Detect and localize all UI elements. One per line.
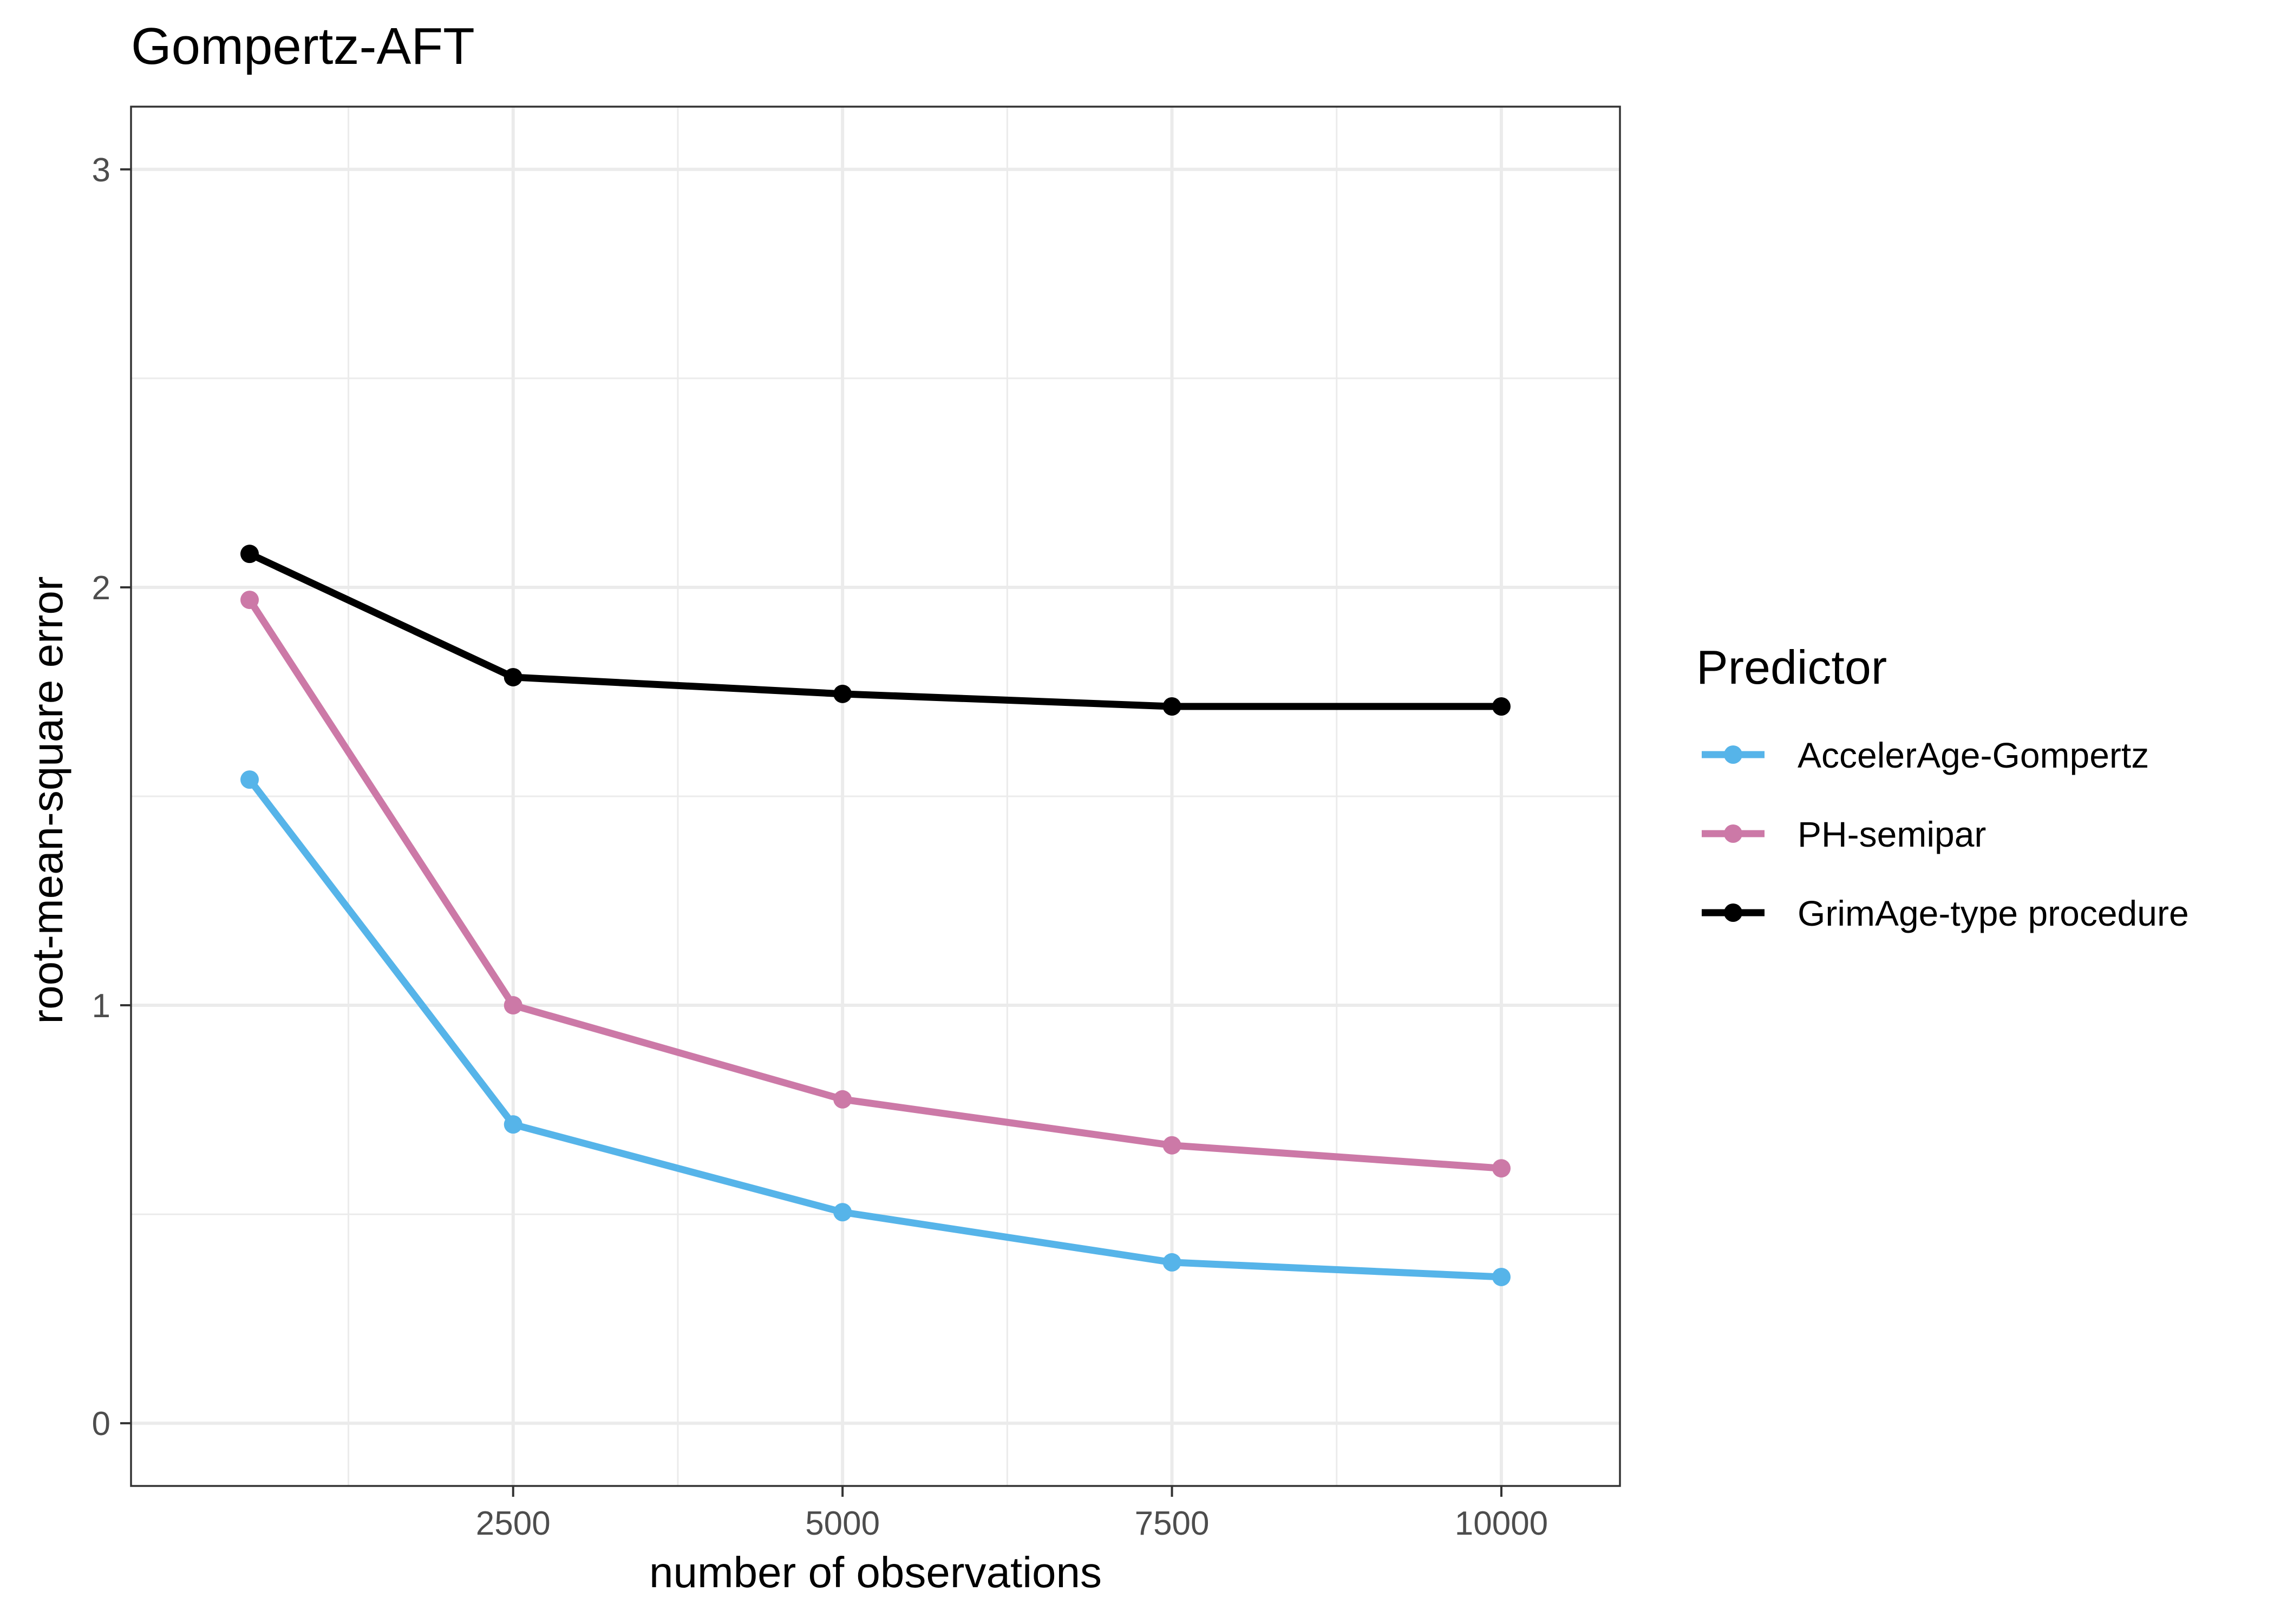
data-point <box>504 1115 522 1134</box>
x-tick-label: 2500 <box>476 1505 551 1542</box>
chart-title: Gompertz-AFT <box>131 17 475 75</box>
data-point <box>1162 1253 1181 1272</box>
series-layer <box>240 545 1511 1286</box>
plot-panel-border <box>130 106 1621 1487</box>
series-group <box>240 545 1511 716</box>
x-tick-label: 7500 <box>1135 1505 1210 1542</box>
data-point <box>1162 1136 1181 1155</box>
data-point <box>240 770 259 789</box>
x-axis-label: number of observations <box>649 1548 1102 1596</box>
legend-item: AccelerAge-Gompertz <box>1702 735 2149 775</box>
data-point <box>504 996 522 1015</box>
x-tick-label: 10000 <box>1455 1505 1548 1542</box>
legend-key-point <box>1724 824 1742 843</box>
data-point <box>1492 1267 1511 1286</box>
legend-label: AccelerAge-Gompertz <box>1798 735 2149 775</box>
legend-item: PH-semipar <box>1702 814 1986 854</box>
data-point <box>240 545 259 564</box>
y-axis: 0 1 2 3 <box>92 152 131 1443</box>
data-point <box>1492 697 1511 716</box>
data-point <box>1492 1159 1511 1178</box>
legend: Predictor AccelerAge-Gompertz PH-semipar G… <box>1696 640 2189 933</box>
y-tick-label: 1 <box>92 987 110 1025</box>
y-tick-label: 3 <box>92 152 110 189</box>
data-point <box>1162 697 1181 716</box>
data-point <box>833 684 852 703</box>
data-point <box>833 1203 852 1222</box>
legend-key-point <box>1724 903 1742 922</box>
series-group <box>240 591 1511 1178</box>
legend-title: Predictor <box>1696 640 1887 694</box>
y-tick-label: 0 <box>92 1405 110 1443</box>
y-axis-label: root-mean-square error <box>23 577 71 1024</box>
data-point <box>504 667 522 686</box>
y-tick-label: 2 <box>92 569 110 607</box>
data-point <box>240 591 259 610</box>
data-point <box>833 1090 852 1109</box>
legend-label: PH-semipar <box>1798 814 1986 854</box>
legend-item: GrimAge-type procedure <box>1702 893 2189 933</box>
x-axis: 2500 5000 7500 10000 <box>476 1486 1548 1542</box>
legend-key-point <box>1724 745 1742 764</box>
x-tick-label: 5000 <box>805 1505 880 1542</box>
series-group <box>240 770 1511 1286</box>
legend-items: AccelerAge-Gompertz PH-semipar GrimAge-typ… <box>1702 735 2189 933</box>
legend-label: GrimAge-type procedure <box>1798 893 2189 933</box>
